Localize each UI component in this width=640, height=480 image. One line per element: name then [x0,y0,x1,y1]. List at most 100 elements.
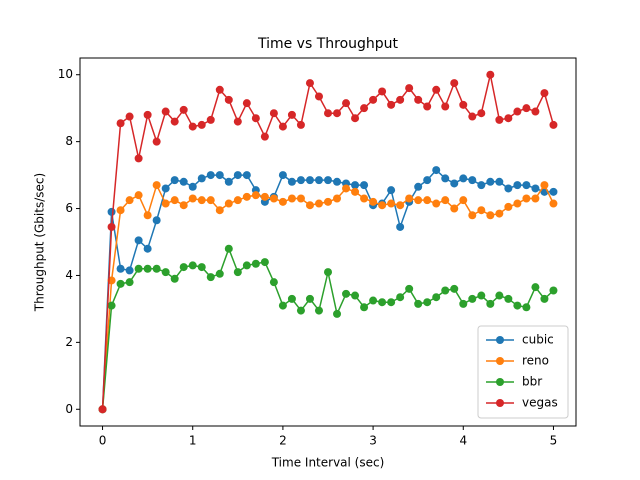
data-point [161,184,170,193]
data-point [477,206,486,215]
data-point [116,279,125,288]
data-point [531,194,540,203]
data-point [387,199,396,208]
legend-marker [496,378,504,386]
data-point [116,206,125,215]
data-point [441,286,450,295]
y-tick-label: 6 [65,201,73,215]
data-point [278,301,287,310]
data-point [134,236,143,245]
data-point [269,109,278,118]
legend-marker [496,357,504,365]
data-point [441,196,450,205]
data-point [531,184,540,193]
data-point [396,293,405,302]
data-point [369,296,378,305]
data-point [107,207,116,216]
data-point [224,177,233,186]
data-point [423,298,432,307]
data-point [468,211,477,220]
data-point [324,176,332,185]
data-point [405,284,414,293]
data-point [134,154,143,163]
x-tick-label: 5 [550,434,558,448]
data-point [387,100,396,109]
data-point [224,95,233,104]
data-point [486,299,495,308]
data-point [269,194,278,203]
x-tick-label: 2 [279,434,287,448]
data-point [125,112,134,121]
data-point [432,293,441,302]
data-point [351,181,360,190]
chart-title: Time vs Throughput [257,36,399,52]
data-point [296,194,305,203]
data-point [206,196,215,205]
data-point [242,261,251,270]
data-point [107,301,116,310]
data-point [504,114,513,123]
y-tick-label: 0 [65,402,73,416]
data-point [305,176,314,185]
data-point [134,264,143,273]
data-point [260,258,269,267]
data-point [423,102,432,111]
data-point [152,264,161,273]
data-point [224,199,233,208]
data-point [342,184,351,193]
data-point [540,181,549,190]
data-point [450,284,459,293]
data-point [378,87,387,96]
data-point [287,194,296,203]
data-point [143,264,152,273]
data-point [477,181,486,190]
data-point [134,191,143,200]
data-point [423,176,432,185]
data-point [495,115,504,124]
data-point [260,132,269,141]
data-point [513,181,522,190]
data-point [549,199,558,208]
x-tick-label: 0 [99,434,107,448]
data-point [549,187,558,196]
data-point [233,117,242,126]
data-point [179,201,188,210]
data-point [143,110,152,119]
data-point [143,211,152,220]
data-point [513,107,522,116]
data-point [351,187,360,196]
data-point [170,117,179,126]
data-point [197,120,206,129]
data-point [369,95,378,104]
data-point [333,177,342,186]
data-point [188,122,197,131]
data-point [161,107,170,116]
data-point [351,291,360,300]
data-point [251,191,260,200]
data-point [116,264,125,273]
data-point [233,196,242,205]
data-point [432,199,441,208]
data-point [179,105,188,114]
y-tick-label: 2 [65,335,73,349]
data-point [459,196,468,205]
data-point [387,186,396,195]
data-point [459,174,468,183]
data-point [324,197,332,206]
data-point [98,405,107,414]
data-point [206,273,215,282]
data-point [143,244,152,253]
data-point [296,306,305,315]
data-point [233,268,242,277]
data-point [215,85,224,94]
data-point [414,299,423,308]
data-point [242,192,251,201]
data-point [278,197,287,206]
data-point [468,176,477,185]
data-point [540,89,549,98]
data-point [170,196,179,205]
data-point [360,104,369,113]
data-point [125,196,134,205]
y-tick-label: 4 [65,268,73,282]
data-point [378,298,387,307]
